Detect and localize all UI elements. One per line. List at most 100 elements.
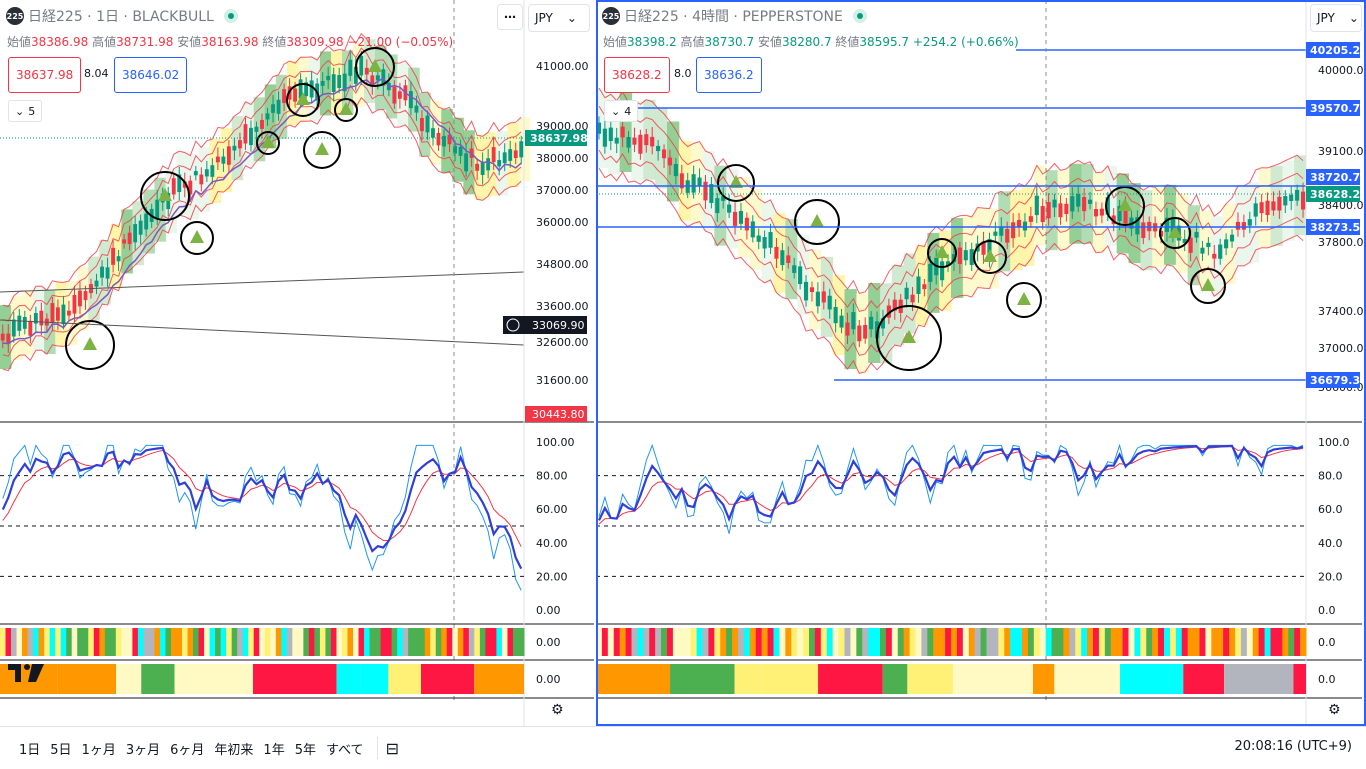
signal-row-cell (832, 628, 840, 656)
candle-body (679, 173, 684, 189)
more-options-button[interactable]: ⋯ (497, 4, 523, 30)
candle-body (243, 124, 248, 144)
right-symbol-title[interactable]: 日経225 · 4時間 · PEPPERSTONE (624, 9, 843, 25)
signal-row-cell (364, 628, 371, 656)
candle-body (50, 303, 55, 323)
candle-body (857, 325, 862, 342)
currency-label: JPY (1317, 11, 1335, 25)
signal-row-cell (457, 628, 464, 656)
timeframe-1d[interactable]: 1日 (19, 742, 41, 758)
sell-button[interactable]: 38628.2 (604, 57, 670, 93)
trend-row-cell (116, 664, 142, 694)
buy-button[interactable]: 38636.2 (696, 57, 762, 93)
timeframe-5d[interactable]: 5日 (50, 742, 72, 758)
candle-body (22, 317, 27, 329)
signal-row-cell (956, 628, 964, 656)
signal-row-cell (1258, 628, 1266, 656)
price-axis-label: 38000.00 (536, 152, 589, 165)
signal-row-cell (132, 628, 139, 656)
gear-icon[interactable]: ⚙ (551, 702, 564, 718)
candle-body (420, 118, 424, 132)
right-chart-pane[interactable]: 40000.0 39100.0 38400.0 37800.0 37400.0 37000… (596, 0, 1366, 726)
candle-body (1253, 203, 1258, 217)
currency-select[interactable]: JPY ⌄ (1310, 4, 1362, 32)
signal-row-cell (170, 628, 178, 656)
indicators-collapse-button[interactable]: ⌄ 4 (604, 100, 639, 122)
candle-body (508, 149, 513, 161)
timeframe-3m[interactable]: 3ヶ月 (125, 742, 161, 758)
candle-body (431, 128, 435, 138)
candle-body (204, 169, 209, 177)
timeframe-5y[interactable]: 5年 (294, 742, 316, 758)
stochastic-smooth-line (598, 444, 1304, 523)
price-axis-label: 40000.0 (1318, 64, 1364, 77)
signal-circle (65, 320, 115, 370)
candle-body (497, 160, 502, 167)
signal-row-cell (5, 628, 12, 656)
left-chart-pane[interactable]: 41000.00 39000.00 38000.00 37000.00 36000.00… (0, 0, 594, 726)
candle-body (226, 146, 231, 165)
band-zone (99, 240, 111, 305)
indicators-collapse-button[interactable]: ⌄ 5 (8, 100, 43, 122)
candle-body (408, 91, 413, 109)
right-chart-canvas[interactable]: 40000.0 39100.0 38400.0 37800.0 37400.0 37000… (596, 0, 1366, 726)
calendar-range-icon[interactable]: ⊟ (385, 738, 399, 758)
candle-body (656, 145, 661, 152)
candle-body (999, 226, 1004, 236)
signal-row-cell (1093, 628, 1100, 656)
signal-row-cell (791, 628, 798, 656)
timeframe-1m[interactable]: 1ヶ月 (81, 742, 116, 758)
spread-value: 8.0 (674, 67, 692, 80)
buy-button[interactable]: 38646.02 (114, 57, 188, 93)
chevron-down-icon: ⌄ (1348, 11, 1359, 25)
signal-row-cell (998, 628, 1005, 656)
level-price-box (1306, 169, 1360, 185)
signal-row-cell (93, 628, 100, 656)
candle-body (993, 231, 998, 236)
candle-body (111, 247, 116, 265)
timeframe-6m[interactable]: 6ヶ月 (170, 742, 205, 758)
signal-row-cell (82, 628, 89, 656)
candle-body (851, 312, 856, 330)
signal-row-cell (702, 628, 709, 656)
trend-row-cell (420, 664, 475, 694)
trend-row-cell (1032, 664, 1055, 694)
candle-body (1265, 200, 1270, 216)
right-symbol-header[interactable]: 225 日経225 · 4時間 · PEPPERSTONE (602, 6, 867, 26)
gear-icon[interactable]: ⚙ (1328, 702, 1341, 718)
timeframe-all[interactable]: すべて (325, 742, 364, 758)
left-symbol-title[interactable]: 日経225 · 1日 · BLACKBULL (28, 9, 214, 25)
signal-row-cell (968, 628, 976, 656)
left-chart-canvas[interactable]: 41000.00 39000.00 38000.00 37000.00 36000.00… (0, 0, 594, 726)
signal-row-cell (193, 628, 200, 656)
candle-body (703, 181, 708, 201)
candle-body (945, 261, 951, 266)
candle-body (276, 99, 281, 114)
left-symbol-header[interactable]: 225 日経225 · 1日 · BLACKBULL (6, 6, 238, 26)
sell-button[interactable]: 38637.98 (8, 57, 82, 93)
currency-select[interactable]: JPY ⌄ (528, 4, 590, 32)
signal-circle (927, 238, 957, 268)
signal-row-cell (347, 628, 354, 656)
candle-body (1241, 222, 1246, 230)
signal-row-cell (1022, 628, 1029, 656)
timeframe-ytd[interactable]: 年初来 (214, 742, 254, 758)
toolbar-divider (376, 737, 378, 759)
timeframe-1y[interactable]: 1年 (263, 742, 285, 758)
moving-average-line (2, 77, 522, 345)
clock[interactable]: 20:08:16 (UTC+9) (1225, 739, 1352, 754)
signal-row-cell (672, 628, 680, 656)
signal-row-cell (159, 628, 166, 656)
high-label: 高値 (680, 35, 705, 49)
candle-body (1277, 196, 1282, 211)
candle-body (709, 184, 714, 203)
signal-row-cell (643, 628, 650, 656)
signal-row-cell (1246, 628, 1254, 656)
signal-circle (140, 171, 190, 221)
candle-body (94, 280, 99, 287)
signal-row-cell (237, 628, 244, 656)
signal-row-cell (22, 628, 29, 656)
signal-row-cell (868, 628, 875, 656)
candle-body (271, 104, 275, 113)
signal-row-cell (479, 628, 486, 656)
